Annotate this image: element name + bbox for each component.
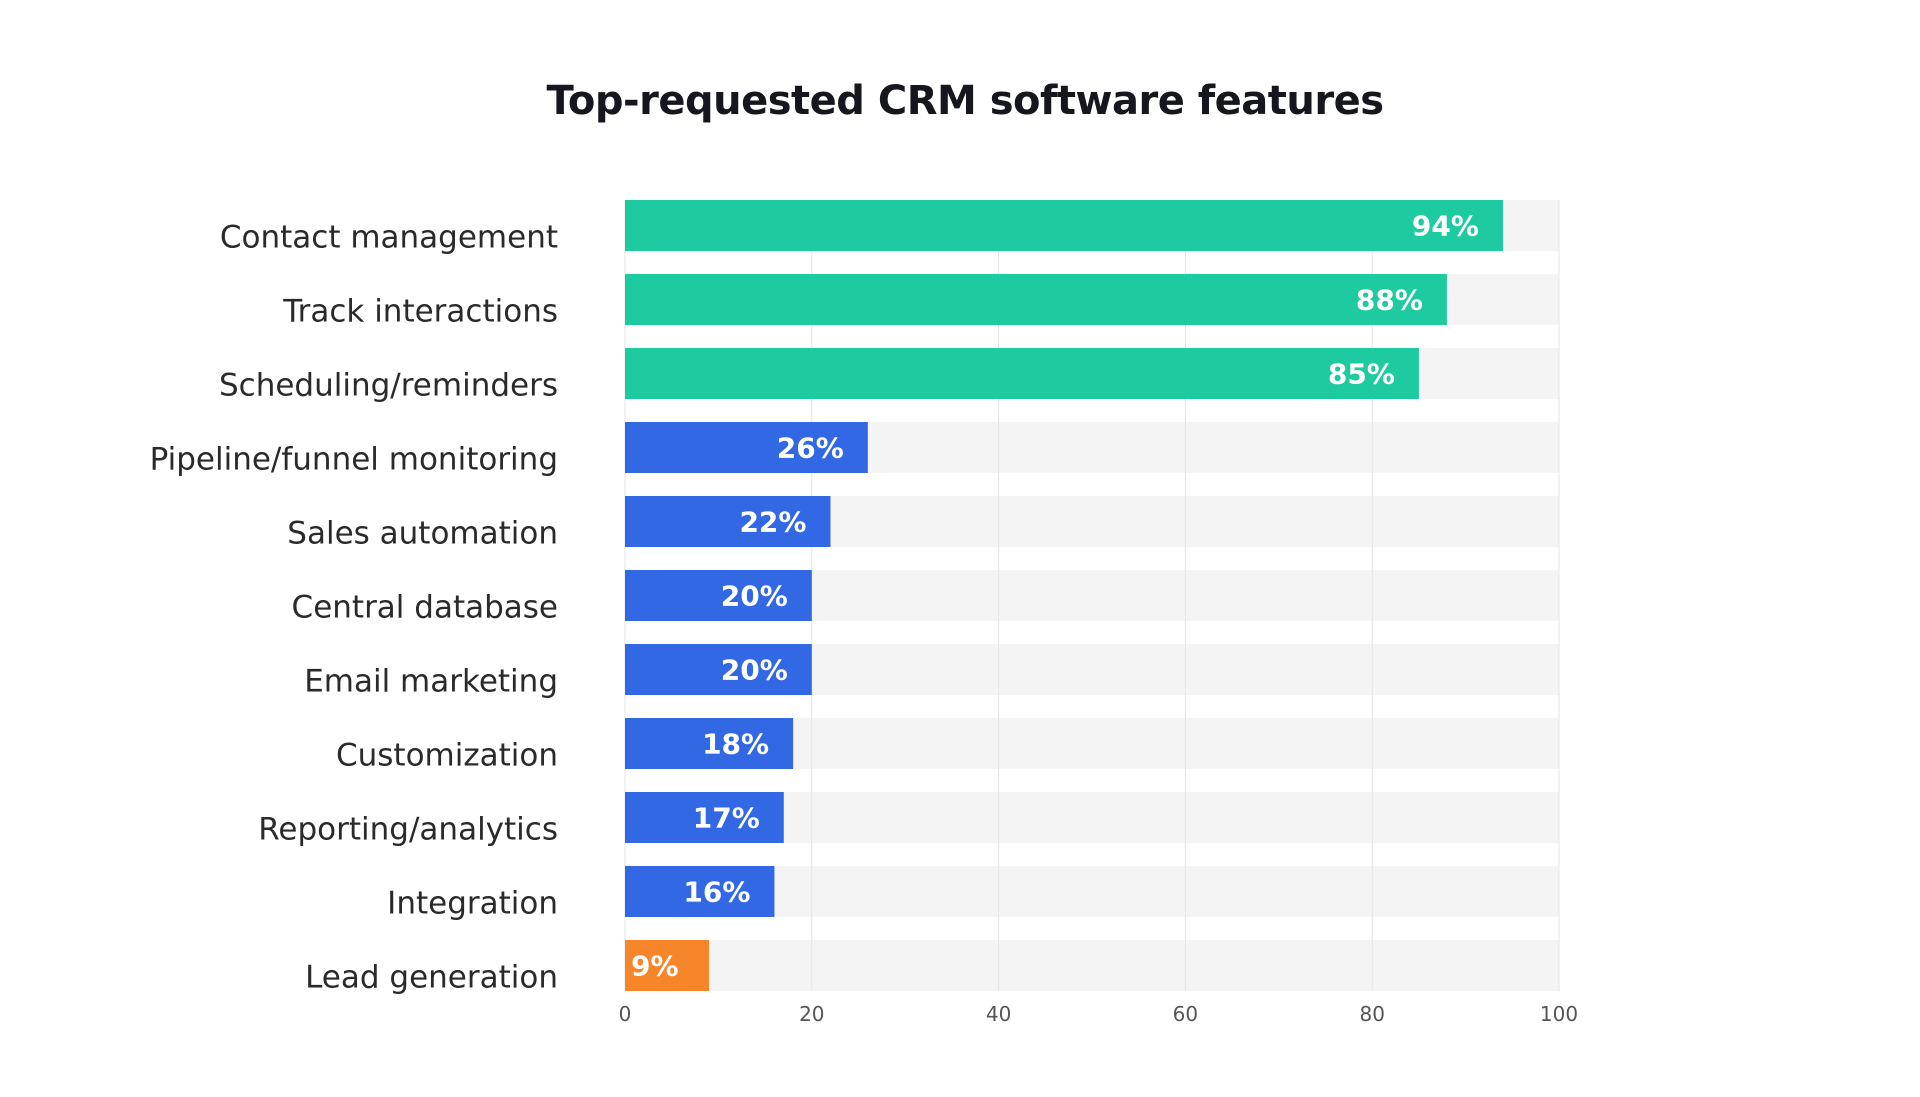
- bar: [625, 496, 831, 547]
- data-label: 85%: [1328, 358, 1395, 391]
- data-label: 26%: [777, 432, 844, 465]
- category-label: Scheduling/reminders: [219, 368, 558, 404]
- category-label: Contact management: [220, 220, 558, 256]
- bar: [625, 274, 1447, 325]
- category-label: Sales automation: [287, 516, 558, 552]
- data-label: 20%: [721, 654, 788, 687]
- data-label: 17%: [693, 802, 760, 835]
- category-label: Customization: [336, 738, 558, 774]
- x-tick-label: 60: [1173, 1002, 1198, 1026]
- bar: [625, 718, 794, 769]
- x-tick-label: 100: [1540, 1002, 1578, 1026]
- category-label: Reporting/analytics: [258, 812, 558, 848]
- data-label: 16%: [683, 876, 750, 909]
- bar: [625, 792, 784, 843]
- bar: [625, 422, 868, 473]
- bar: [625, 348, 1419, 399]
- data-label: 88%: [1356, 284, 1423, 317]
- category-label: Email marketing: [304, 664, 558, 700]
- category-label: Central database: [292, 590, 558, 626]
- category-label: Lead generation: [305, 960, 558, 996]
- chart-title: Top-requested CRM software features: [546, 78, 1384, 124]
- data-label: 22%: [739, 506, 806, 539]
- x-tick-label: 80: [1359, 1002, 1384, 1026]
- bar: [625, 200, 1503, 251]
- x-tick-label: 0: [619, 1002, 632, 1026]
- data-label: 18%: [702, 728, 769, 761]
- bar-track: [625, 866, 1559, 917]
- bar: [625, 940, 710, 991]
- category-label: Integration: [387, 886, 558, 922]
- bar-track: [625, 940, 1559, 991]
- bar: [625, 644, 812, 695]
- data-label: 94%: [1412, 210, 1479, 243]
- bar: [625, 866, 775, 917]
- x-tick-label: 20: [799, 1002, 824, 1026]
- category-label: Pipeline/funnel monitoring: [150, 442, 558, 478]
- x-tick-label: 40: [986, 1002, 1011, 1026]
- data-label: 9%: [631, 950, 679, 983]
- data-label: 20%: [721, 580, 788, 613]
- category-label: Track interactions: [282, 294, 558, 330]
- bar: [625, 570, 812, 621]
